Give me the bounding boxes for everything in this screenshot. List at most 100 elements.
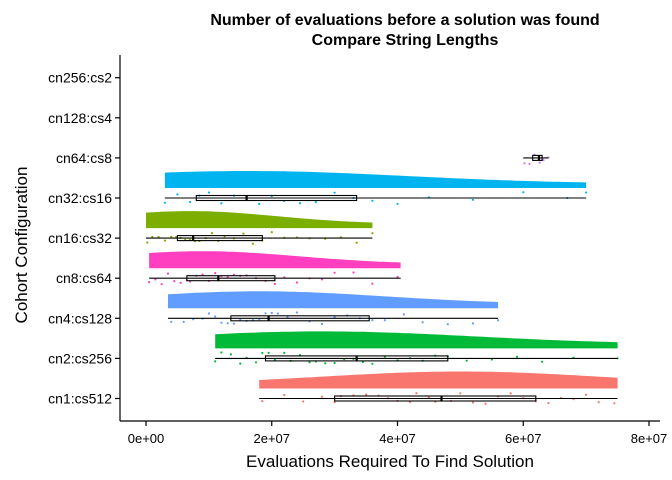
data-point — [320, 278, 324, 281]
data-point — [261, 400, 264, 403]
data-point — [320, 322, 324, 325]
data-point — [179, 281, 182, 284]
data-point — [146, 241, 149, 244]
y-tick-label: cn32:cs16 — [48, 190, 112, 206]
y-tick-label: cn128:cs4 — [48, 110, 112, 126]
data-point — [267, 351, 270, 354]
chart-title-line-2: Compare String Lengths — [312, 32, 499, 49]
data-point — [283, 351, 286, 354]
data-point — [471, 198, 474, 201]
chart-title-line-1: Number of evaluations before a solution … — [210, 12, 599, 29]
box-iqr — [186, 275, 276, 282]
data-point — [320, 395, 324, 398]
density-clouds — [146, 171, 618, 389]
data-point — [497, 319, 500, 322]
x-tick-label: 8e+07 — [631, 431, 668, 446]
data-point — [371, 282, 374, 285]
data-point — [226, 322, 229, 325]
data-point — [170, 235, 173, 238]
data-point — [613, 402, 616, 405]
data-point — [295, 311, 298, 314]
data-point — [547, 402, 550, 405]
box-iqr — [195, 194, 358, 202]
density-cloud — [168, 291, 499, 309]
data-point — [371, 362, 374, 365]
data-point — [163, 239, 166, 242]
data-point — [371, 319, 374, 322]
data-point — [214, 360, 217, 363]
data-point — [522, 191, 525, 194]
data-point — [355, 241, 358, 244]
data-point — [542, 159, 545, 162]
data-point — [295, 281, 298, 284]
data-point — [214, 315, 217, 318]
data-point — [396, 202, 399, 205]
data-point — [232, 322, 236, 325]
data-point — [276, 312, 280, 315]
data-point — [446, 323, 449, 326]
x-axis-ticks: 0e+00 2e+07 4e+07 6e+07 8e+07 — [128, 421, 668, 446]
data-point — [515, 355, 519, 358]
data-point — [170, 320, 173, 323]
box-iqr — [334, 395, 537, 402]
y-tick-label: cn64:cs8 — [56, 150, 112, 166]
data-point — [509, 392, 512, 395]
data-point — [242, 232, 245, 235]
data-point — [585, 393, 588, 396]
data-point — [273, 358, 276, 361]
data-point — [314, 201, 317, 204]
data-point — [175, 235, 178, 239]
data-point — [210, 232, 214, 235]
data-point — [160, 283, 163, 286]
data-point — [371, 199, 374, 202]
data-point — [214, 272, 217, 275]
y-axis-ticks: cn1:cs512 cn2:cs256 cn4:cs128 cn8:cs64 cn16:… — [48, 70, 120, 407]
y-tick-label: cn256:cs2 — [48, 70, 112, 86]
data-point — [333, 361, 336, 365]
x-tick-label: 0e+00 — [128, 431, 165, 446]
x-tick-label: 6e+07 — [505, 431, 542, 446]
x-tick-label: 4e+07 — [379, 431, 416, 446]
data-point — [201, 273, 204, 276]
data-point — [220, 202, 223, 205]
data-point — [220, 351, 223, 354]
data-point — [261, 351, 264, 355]
density-cloud — [164, 171, 587, 188]
data-point — [154, 278, 157, 281]
data-point — [538, 161, 541, 164]
data-point — [163, 201, 166, 204]
boxplots — [146, 154, 618, 402]
data-point — [333, 271, 336, 274]
y-tick-label: cn16:cs32 — [48, 230, 112, 246]
density-cloud — [149, 251, 401, 269]
data-point — [597, 401, 600, 404]
data-point — [361, 360, 364, 364]
data-point — [148, 281, 151, 284]
data-point — [264, 312, 267, 315]
data-point — [365, 393, 368, 396]
data-point — [383, 319, 386, 322]
y-tick-label: cn8:cs64 — [56, 270, 112, 286]
data-point — [308, 361, 311, 364]
density-cloud — [259, 371, 618, 389]
data-point — [352, 271, 355, 274]
data-point — [239, 362, 242, 365]
data-point — [258, 202, 261, 205]
data-point — [229, 353, 232, 356]
data-point — [207, 312, 210, 315]
data-point — [273, 282, 276, 286]
data-point — [528, 162, 531, 165]
x-tick-label: 2e+07 — [253, 431, 290, 446]
data-point — [402, 313, 405, 316]
data-point — [459, 392, 462, 395]
data-point — [333, 316, 336, 319]
data-point — [298, 202, 302, 205]
data-point — [465, 359, 468, 362]
box-iqr — [176, 235, 263, 242]
data-point — [302, 400, 305, 403]
y-tick-label: cn2:cs256 — [48, 350, 112, 366]
x-axis-label: Evaluations Required To Find Solution — [246, 452, 534, 471]
data-point — [484, 402, 487, 405]
data-point — [333, 191, 336, 194]
